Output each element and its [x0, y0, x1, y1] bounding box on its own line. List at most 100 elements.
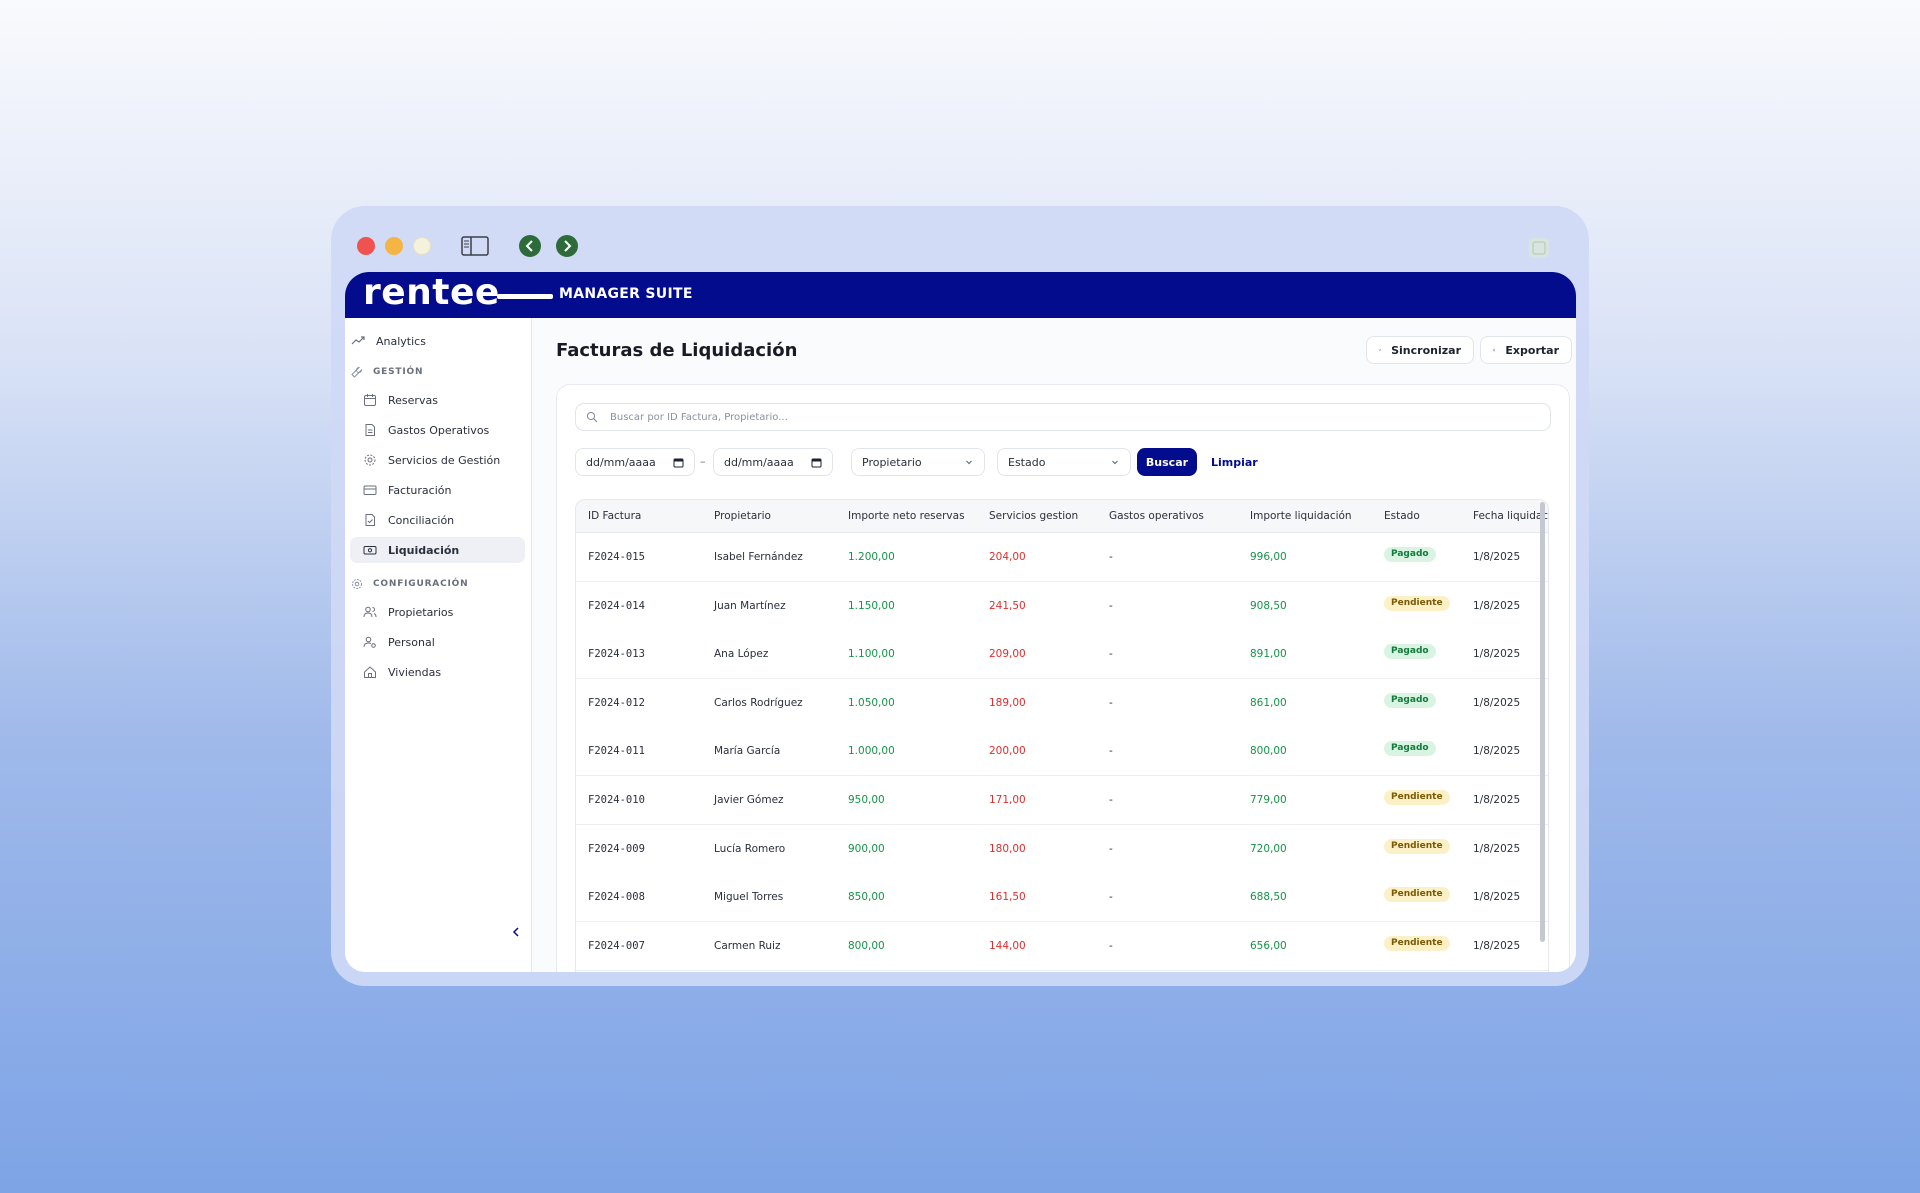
credit-card-icon [363, 485, 377, 495]
owner-cell: Carmen Ruiz [714, 939, 781, 952]
invoice-id-cell: F2024-012 [588, 696, 645, 709]
status-badge: Pagado [1384, 741, 1436, 757]
suite-label: MANAGER SUITE [559, 286, 693, 302]
sidebar-toggle-icon[interactable] [461, 236, 489, 256]
sidebar-item-servicios[interactable]: Servicios de Gestión [363, 447, 526, 473]
sidebar-item-conciliacion[interactable]: Conciliación [363, 507, 526, 533]
column-header[interactable]: Servicios gestion [989, 510, 1079, 522]
search-box[interactable] [575, 403, 1551, 431]
sidebar-item-analytics[interactable]: Analytics [351, 328, 526, 354]
status-badge: Pendiente [1384, 935, 1450, 951]
settlement-cell: 779,00 [1250, 794, 1287, 806]
sidebar-item-personal[interactable]: Personal [363, 629, 526, 655]
column-header[interactable]: Gastos operativos [1109, 510, 1204, 522]
minimize-window-button[interactable] [385, 237, 403, 255]
sidebar-item-liquidacion[interactable]: Liquidación [350, 537, 525, 563]
invoice-id-cell: F2024-010 [588, 794, 645, 806]
services-cell: 161,50 [989, 891, 1026, 904]
invoice-id-cell: F2024-014 [588, 599, 645, 612]
net-amount-cell: 1.050,00 [848, 696, 895, 709]
sidebar-item-facturacion[interactable]: Facturación [363, 477, 526, 503]
table-row[interactable]: F2024-014 Juan Martínez 1.150,00 241,50 - 908… [576, 581, 1548, 631]
state-select[interactable]: Estado [997, 448, 1131, 476]
clear-button[interactable]: Limpiar [1211, 455, 1258, 469]
calendar-icon [364, 394, 376, 406]
date-to-input[interactable]: dd/mm/aaaa [713, 448, 833, 476]
back-button[interactable] [519, 235, 541, 257]
close-window-button[interactable] [357, 237, 375, 255]
chevron-down-icon [966, 460, 972, 465]
rentee-logo[interactable]: rentee [363, 272, 500, 313]
services-cell: 209,00 [989, 648, 1026, 661]
status-badge: Pendiente [1384, 790, 1450, 805]
net-amount-cell: 1.100,00 [848, 648, 895, 661]
date-from-value: dd/mm/aaaa [586, 455, 656, 469]
services-cell: 189,00 [989, 696, 1026, 709]
expenses-cell: - [1109, 794, 1113, 806]
window-menu-icon[interactable] [1527, 236, 1551, 260]
settlement-cell: 908,50 [1250, 599, 1287, 612]
app-window: rentee MANAGER SUITE Analytics GESTIÓN R… [345, 272, 1576, 972]
date-cell: 1/8/2025 [1473, 599, 1521, 612]
collapse-sidebar-button[interactable] [509, 924, 523, 938]
services-cell: 144,00 [989, 939, 1026, 952]
settlement-cell: 688,50 [1250, 891, 1287, 904]
forward-button[interactable] [556, 235, 578, 257]
owner-select[interactable]: Propietario [851, 448, 985, 476]
table-scrollbar[interactable] [1540, 502, 1545, 942]
main-content: Facturas de Liquidación Sincronizar Expo… [532, 318, 1576, 972]
table-row[interactable]: F2024-007 Carmen Ruiz 800,00 144,00 - 656,00 P… [576, 921, 1548, 971]
sync-label: Sincronizar [1391, 343, 1461, 357]
table-row[interactable]: F2024-015 Isabel Fernández 1.200,00 204,00 -… [576, 533, 1548, 582]
column-header[interactable]: ID Factura [588, 510, 642, 522]
table-row[interactable]: F2024-009 Lucía Romero 900,00 180,00 - 720,00… [576, 824, 1548, 874]
status-badge: Pendiente [1384, 887, 1450, 903]
services-cell: 200,00 [989, 745, 1026, 758]
zoom-window-button[interactable] [413, 237, 431, 255]
sidebar-item-label: Liquidación [388, 543, 460, 557]
net-amount-cell: 1.150,00 [848, 599, 895, 612]
column-header[interactable]: Fecha liquidación [1473, 510, 1549, 522]
net-amount-cell: 950,00 [848, 794, 885, 806]
date-from-input[interactable]: dd/mm/aaaa [575, 448, 695, 476]
sidebar: Analytics GESTIÓN Reservas Gastos Operat… [345, 318, 532, 972]
logo-divider [497, 294, 553, 299]
table-row[interactable]: F2024-011 María García 1.000,00 200,00 - 800,… [576, 727, 1548, 777]
invoice-id-cell: F2024-008 [588, 891, 645, 904]
sync-button[interactable]: Sincronizar [1366, 336, 1474, 364]
table-row[interactable]: F2024-013 Ana López 1.100,00 209,00 - 891,00 P… [576, 630, 1548, 680]
table-row[interactable]: F2024-010 Javier Gómez 950,00 171,00 - 779,00… [576, 776, 1548, 825]
owner-cell: Javier Gómez [714, 794, 784, 806]
column-header[interactable]: Importe neto reservas [848, 510, 965, 522]
search-input[interactable] [608, 410, 1512, 424]
table-row[interactable]: F2024-012 Carlos Rodríguez 1.050,00 189,00 -… [576, 678, 1548, 728]
invoice-id-cell: F2024-007 [588, 939, 645, 952]
sidebar-item-label: Viviendas [388, 665, 442, 679]
sidebar-item-label: Analytics [376, 334, 426, 348]
column-header[interactable]: Estado [1384, 510, 1420, 522]
table-row[interactable]: F2024-008 Miguel Torres 850,00 161,50 - 688,5… [576, 873, 1548, 923]
date-separator: – [700, 455, 706, 468]
settings-icon [352, 579, 362, 589]
date-cell: 1/8/2025 [1473, 648, 1521, 661]
sidebar-item-viviendas[interactable]: Viviendas [363, 659, 526, 685]
column-header[interactable]: Importe liquidación [1250, 510, 1352, 522]
search-button[interactable]: Buscar [1137, 448, 1197, 476]
sidebar-item-reservas[interactable]: Reservas [363, 387, 526, 413]
invoice-id-cell: F2024-013 [588, 648, 645, 661]
section-label: GESTIÓN [373, 367, 424, 377]
date-cell: 1/8/2025 [1473, 745, 1521, 758]
status-badge: Pagado [1384, 692, 1436, 708]
owner-cell: Miguel Torres [714, 891, 784, 904]
date-cell: 1/8/2025 [1473, 939, 1521, 952]
column-header[interactable]: Propietario [714, 510, 771, 522]
services-cell: 171,00 [989, 794, 1026, 806]
sidebar-item-gastos[interactable]: Gastos Operativos [363, 417, 526, 443]
sidebar-item-propietarios[interactable]: Propietarios [363, 599, 526, 625]
invoice-id-cell: F2024-015 [588, 551, 645, 563]
export-button[interactable]: Exportar [1480, 336, 1572, 364]
net-amount-cell: 800,00 [848, 939, 885, 952]
net-amount-cell: 850,00 [848, 891, 885, 904]
invoices-card: dd/mm/aaaa – dd/mm/aaaa Propietario Esta… [556, 384, 1570, 972]
status-badge: Pendiente [1384, 838, 1450, 854]
